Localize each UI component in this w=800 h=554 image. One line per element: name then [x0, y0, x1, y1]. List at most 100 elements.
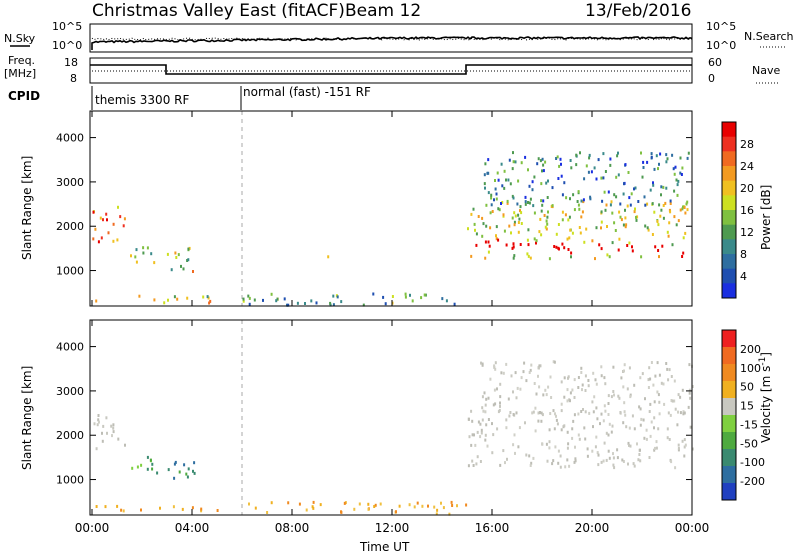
range-cell: [474, 228, 476, 232]
range-cell: [545, 181, 548, 185]
range-cell: [653, 210, 656, 214]
range-cell: [367, 507, 370, 511]
range-cell: [515, 411, 518, 415]
range-cell: [505, 362, 508, 366]
range-cell: [566, 430, 569, 434]
range-cell: [150, 252, 153, 256]
range-cell: [584, 374, 587, 378]
range-cell: [546, 215, 549, 219]
range-cell: [625, 223, 628, 227]
range-cell: [480, 361, 482, 365]
colorbar-tick-label: 24: [740, 160, 754, 173]
range-cell: [639, 376, 642, 380]
range-cell: [120, 508, 123, 512]
range-cell: [209, 299, 212, 303]
range-cell: [595, 382, 598, 386]
range-cell: [587, 170, 590, 174]
range-cell: [494, 361, 497, 365]
range-cell: [524, 200, 527, 204]
range-cell: [172, 505, 175, 509]
range-cell: [557, 449, 560, 453]
range-cell: [658, 203, 661, 207]
range-cell: [658, 373, 661, 377]
range-cell: [578, 437, 581, 441]
colorbar-frame: [721, 121, 737, 299]
range-cell: [684, 211, 687, 215]
range-cell: [496, 427, 499, 431]
range-cell: [687, 151, 690, 155]
range-cell: [612, 390, 615, 393]
range-cell: [646, 226, 649, 230]
range-cell: [353, 507, 356, 511]
range-cell: [517, 221, 520, 224]
range-cell: [524, 202, 527, 206]
plot-title: Christmas Valley East (fitACF): [92, 1, 345, 21]
range-cell: [602, 176, 605, 180]
range-cell: [555, 232, 558, 236]
range-cell: [480, 431, 483, 435]
range-cell: [560, 380, 563, 384]
range-cell: [677, 410, 679, 414]
range-cell: [135, 248, 138, 252]
range-cell: [92, 210, 95, 214]
range-cell: [670, 375, 673, 378]
range-cell: [102, 218, 104, 222]
range-cell: [173, 295, 176, 299]
range-cell: [112, 423, 115, 427]
range-cell: [482, 409, 485, 413]
range-cell: [639, 407, 642, 411]
range-cell: [560, 402, 563, 406]
nave-tick-high: 60: [708, 56, 722, 69]
range-cell: [543, 214, 546, 217]
range-cell: [547, 179, 549, 183]
range-cell: [675, 178, 678, 182]
range-cell: [688, 388, 691, 392]
range-cell: [588, 156, 591, 160]
range-cell: [102, 424, 105, 428]
cpid-segment-normal: normal (fast) -151 RF: [243, 85, 371, 99]
range-cell: [544, 388, 547, 392]
range-cell: [677, 179, 680, 183]
range-cell: [682, 205, 684, 209]
range-cell: [416, 501, 419, 505]
range-cell: [686, 200, 689, 204]
nsky-label: N.Sky: [4, 32, 36, 45]
range-cell: [645, 428, 648, 432]
colorbar-tick-label: 16: [740, 204, 754, 217]
range-cell: [666, 157, 669, 161]
colorbar-swatch: [722, 151, 736, 167]
range-cell: [485, 224, 488, 228]
range-cell: [106, 431, 108, 435]
range-cell: [487, 240, 490, 244]
colorbar-tick-label: 50: [740, 381, 754, 394]
range-cell: [542, 169, 545, 173]
range-cell: [660, 193, 662, 197]
range-cell: [503, 229, 506, 233]
range-cell: [505, 178, 507, 182]
range-cell: [174, 460, 177, 464]
range-cell: [495, 197, 498, 201]
range-cell: [104, 505, 107, 509]
colorbar-frame: [721, 329, 737, 501]
range-cell: [635, 218, 638, 222]
range-cell: [489, 211, 492, 215]
range-cell: [583, 426, 586, 430]
range-cell: [651, 202, 654, 206]
range-cell: [567, 218, 570, 222]
range-cell: [149, 458, 152, 462]
range-cell: [511, 167, 514, 171]
range-cell: [567, 248, 570, 251]
range-cell: [638, 453, 641, 456]
range-cell: [534, 429, 537, 433]
range-cell: [540, 233, 543, 237]
colorbar-swatch: [722, 239, 736, 255]
range-cell: [555, 418, 558, 422]
colorbar-swatch: [722, 347, 736, 365]
range-cell: [404, 295, 407, 299]
range-cell: [529, 256, 532, 260]
range-cell: [653, 426, 655, 430]
range-cell: [617, 248, 620, 252]
range-cell: [553, 360, 556, 364]
range-cell: [631, 249, 634, 253]
